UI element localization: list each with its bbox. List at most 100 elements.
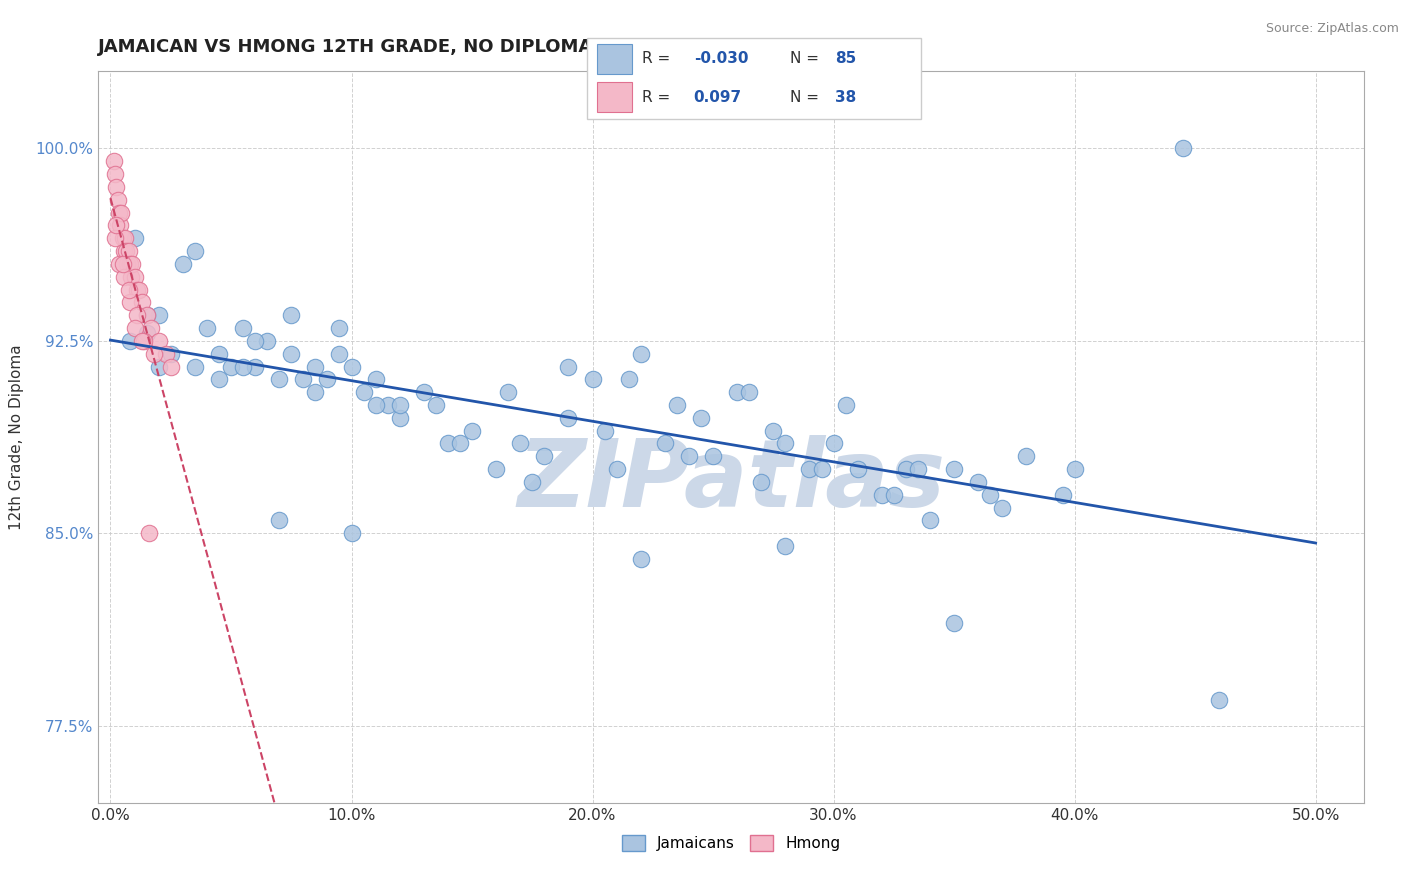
Point — [328, 346, 350, 360]
Point — [979, 488, 1001, 502]
Point — [148, 308, 170, 322]
Point — [280, 346, 302, 360]
Point — [256, 334, 278, 348]
Text: R =: R = — [643, 52, 671, 67]
Point — [184, 359, 207, 374]
Point — [1208, 693, 1230, 707]
Point — [121, 257, 143, 271]
Point — [128, 283, 150, 297]
Point — [725, 385, 748, 400]
Point — [388, 398, 411, 412]
Point — [118, 257, 141, 271]
Point — [114, 231, 136, 245]
Text: ZIPatlas: ZIPatlas — [517, 435, 945, 527]
Point — [111, 231, 134, 245]
Text: 38: 38 — [835, 89, 856, 104]
Text: 85: 85 — [835, 52, 856, 67]
Point — [557, 359, 579, 374]
Point — [1063, 462, 1085, 476]
Point — [665, 398, 688, 412]
Point — [1015, 450, 1038, 464]
Point — [117, 283, 139, 297]
Point — [108, 257, 131, 271]
Point — [377, 398, 399, 412]
Point — [105, 219, 128, 233]
Point — [823, 436, 845, 450]
Point — [103, 154, 125, 169]
FancyBboxPatch shape — [586, 38, 921, 119]
Point — [172, 257, 194, 271]
Point — [124, 231, 146, 245]
Point — [135, 326, 157, 340]
Point — [762, 424, 785, 438]
Point — [496, 385, 519, 400]
Point — [232, 359, 254, 374]
Point — [111, 257, 134, 271]
Point — [316, 372, 339, 386]
Point — [340, 359, 363, 374]
Point — [105, 179, 128, 194]
Point — [243, 334, 266, 348]
Point — [125, 283, 148, 297]
Point — [690, 410, 713, 425]
Point — [918, 514, 941, 528]
Point — [148, 359, 170, 374]
Point — [364, 398, 387, 412]
Text: N =: N = — [790, 89, 820, 104]
Point — [135, 308, 157, 322]
Point — [141, 321, 163, 335]
Point — [208, 372, 231, 386]
Point — [135, 308, 157, 322]
Y-axis label: 12th Grade, No Diploma: 12th Grade, No Diploma — [10, 344, 24, 530]
Point — [232, 321, 254, 335]
Point — [219, 359, 242, 374]
Point — [117, 257, 139, 271]
Point — [118, 295, 141, 310]
Point — [449, 436, 471, 450]
Point — [353, 385, 375, 400]
Point — [292, 372, 315, 386]
Point — [120, 269, 142, 284]
Bar — [598, 44, 631, 74]
Point — [654, 436, 676, 450]
Point — [184, 244, 207, 258]
Point — [104, 167, 127, 181]
Legend: Jamaicans, Hmong: Jamaicans, Hmong — [616, 830, 846, 857]
Point — [280, 308, 302, 322]
Text: Source: ZipAtlas.com: Source: ZipAtlas.com — [1265, 22, 1399, 36]
Point — [108, 205, 131, 219]
Point — [159, 359, 181, 374]
Point — [738, 385, 761, 400]
Point — [148, 334, 170, 348]
Bar — [598, 82, 631, 112]
Point — [104, 231, 127, 245]
Point — [117, 244, 139, 258]
Point — [243, 359, 266, 374]
Point — [425, 398, 447, 412]
Point — [870, 488, 893, 502]
Point — [509, 436, 531, 450]
Point — [118, 334, 141, 348]
Point — [269, 372, 291, 386]
Point — [131, 295, 153, 310]
Point — [522, 475, 544, 489]
Point — [581, 372, 603, 386]
Point — [155, 346, 177, 360]
Point — [846, 462, 869, 476]
Point — [304, 385, 326, 400]
Point — [112, 269, 135, 284]
Point — [894, 462, 917, 476]
Point — [208, 346, 231, 360]
Point — [485, 462, 508, 476]
Point — [304, 359, 326, 374]
Point — [437, 436, 460, 450]
Point — [412, 385, 434, 400]
Point — [131, 334, 153, 348]
Point — [775, 436, 797, 450]
Point — [124, 269, 146, 284]
Point — [943, 462, 966, 476]
Point — [799, 462, 821, 476]
Point — [533, 450, 555, 464]
Point — [107, 193, 129, 207]
Point — [159, 346, 181, 360]
